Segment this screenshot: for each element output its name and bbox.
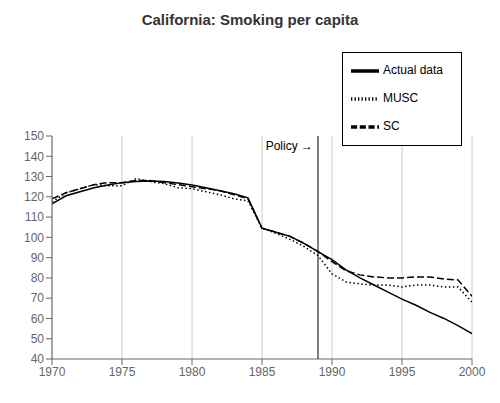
html-text:Actual data: Actual data	[383, 63, 443, 78]
svg-text:70: 70	[31, 291, 45, 305]
svg-text:100: 100	[24, 231, 44, 245]
svg-text:110: 110	[25, 210, 44, 224]
svg-text:80: 80	[31, 271, 45, 285]
svg-text:120: 120	[24, 190, 44, 204]
svg-text:1990: 1990	[319, 365, 346, 379]
html-text:SC: SC	[383, 119, 400, 134]
html-text:California: Smoking per capita: California: Smoking per capita	[141, 11, 359, 28]
svg-text:1970: 1970	[39, 365, 66, 379]
svg-text:150: 150	[24, 129, 44, 143]
svg-text:90: 90	[31, 251, 45, 265]
html-text:MUSC: MUSC	[383, 91, 419, 106]
svg-text:130: 130	[24, 170, 44, 184]
svg-text:50: 50	[31, 332, 45, 346]
svg-text:1975: 1975	[109, 365, 136, 379]
svg-text:1985: 1985	[249, 365, 276, 379]
svg-text:140: 140	[24, 150, 44, 164]
svg-text:Policy →: Policy →	[266, 139, 313, 153]
svg-text:2000: 2000	[459, 365, 486, 379]
svg-text:1995: 1995	[389, 365, 416, 379]
svg-text:40: 40	[31, 352, 45, 366]
svg-text:60: 60	[31, 312, 45, 326]
svg-text:1980: 1980	[179, 365, 206, 379]
